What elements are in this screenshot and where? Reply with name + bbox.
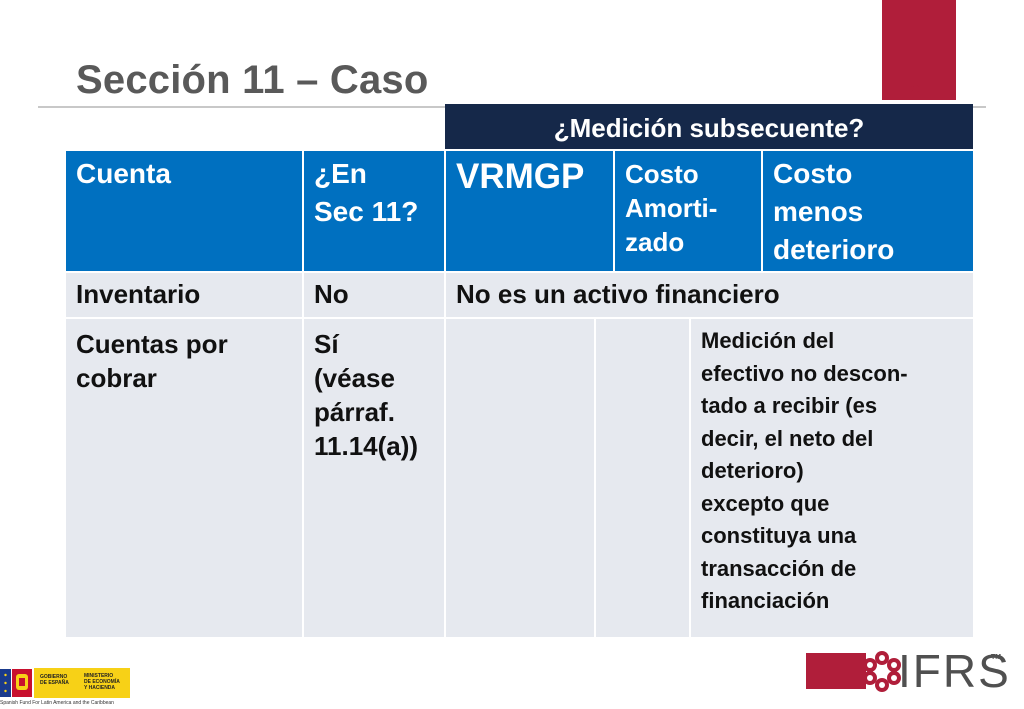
cell-text-line: excepto que (701, 490, 830, 516)
cell-text-line: cobrar (76, 363, 157, 393)
accent-bar (882, 0, 956, 100)
header-vrmgp-label: VRMGP (456, 157, 585, 196)
page-number: 5 (910, 77, 921, 97)
header-costo-menos-deterioro-line: Costo (773, 158, 853, 189)
cell-text-line: párraf. (314, 397, 395, 427)
eu-flag-icon (0, 669, 11, 697)
spain-government-logo: GOBIERNO DE ESPAÑA MINISTERIO DE ECONOMÍ… (0, 664, 132, 708)
table-row-cuentas-costo-menos-deterioro: Medición del efectivo no descon- tado a … (691, 319, 973, 637)
ifrs-accent-bar (806, 653, 866, 689)
ministry-panel: GOBIERNO DE ESPAÑA MINISTERIO DE ECONOMÍ… (34, 668, 130, 698)
gov-line2: DE ESPAÑA (40, 680, 69, 686)
cell-text-line: deterioro) (701, 458, 804, 483)
cell-text-line: 11.14(a)) (314, 431, 419, 461)
header-costo-amortizado-line: Costo (625, 159, 699, 189)
header-costo-amortizado: Costo Amorti- zado (615, 151, 761, 271)
table-row-inventario-cuenta: Inventario (66, 273, 302, 317)
coat-of-arms-icon (12, 669, 32, 697)
header-costo-menos-deterioro: Costo menos deterioro (763, 151, 973, 271)
table-row-cuentas-vrmgp (446, 319, 594, 637)
table-row-cuentas-cuenta: Cuentas por cobrar (66, 319, 302, 637)
cell-text-line: decir, el neto del (701, 425, 874, 451)
cell-text-line: financiación (701, 588, 830, 613)
group-header: ¿Medición subsecuente? (445, 104, 973, 149)
fund-caption: Spanish Fund For Latin America and the C… (0, 700, 114, 706)
cell-text-line: Cuentas por (76, 329, 228, 359)
cell-text-line: transacción de (701, 555, 857, 581)
cell-text-line: efectivo no descon- (701, 360, 908, 386)
header-en-sec-11: ¿En Sec 11? (304, 151, 444, 271)
cell-text-line: Sí (314, 329, 339, 359)
header-costo-amortizado-line: Amorti- (625, 193, 718, 223)
min-line3: Y HACIENDA (84, 685, 116, 691)
cell-text-line: tado a recibir (es (701, 393, 878, 418)
gov-line1: GOBIERNO (40, 674, 68, 680)
header-cuenta-label: Cuenta (76, 158, 171, 189)
ifrs-trademark: TM (991, 654, 1002, 661)
header-costo-menos-deterioro-line: deterioro (773, 234, 895, 265)
header-cuenta: Cuenta (66, 151, 302, 271)
table-row-inventario-en-sec: No (304, 273, 444, 317)
cell-text-line: Medición del (701, 328, 835, 353)
table-row-inventario-merged: No es un activo financiero (446, 273, 973, 317)
cell-text-line: (véase (314, 363, 395, 393)
slide-title: Sección 11 – Caso (76, 58, 429, 102)
header-vrmgp: VRMGP (446, 151, 613, 271)
header-en-sec-11-line: Sec 11? (314, 196, 419, 227)
header-en-sec-11-line: ¿En (314, 158, 367, 189)
ifrs-flower-icon (863, 651, 901, 692)
header-costo-amortizado-line: zado (625, 227, 685, 257)
table-row-cuentas-en-sec: Sí (véase párraf. 11.14(a)) (304, 319, 444, 637)
cell-text: Inventario (76, 279, 201, 309)
cell-text: No es un activo financiero (456, 279, 780, 309)
min-line1: MINISTERIO (84, 673, 114, 679)
min-line2: DE ECONOMÍA (84, 679, 120, 685)
cell-text-line: constituya una (701, 523, 857, 548)
ifrs-wordmark: IFRS (898, 645, 1011, 697)
cell-text: No (314, 279, 349, 309)
header-costo-menos-deterioro-line: menos (773, 196, 864, 227)
table-row-cuentas-costo-amortizado (596, 319, 689, 637)
